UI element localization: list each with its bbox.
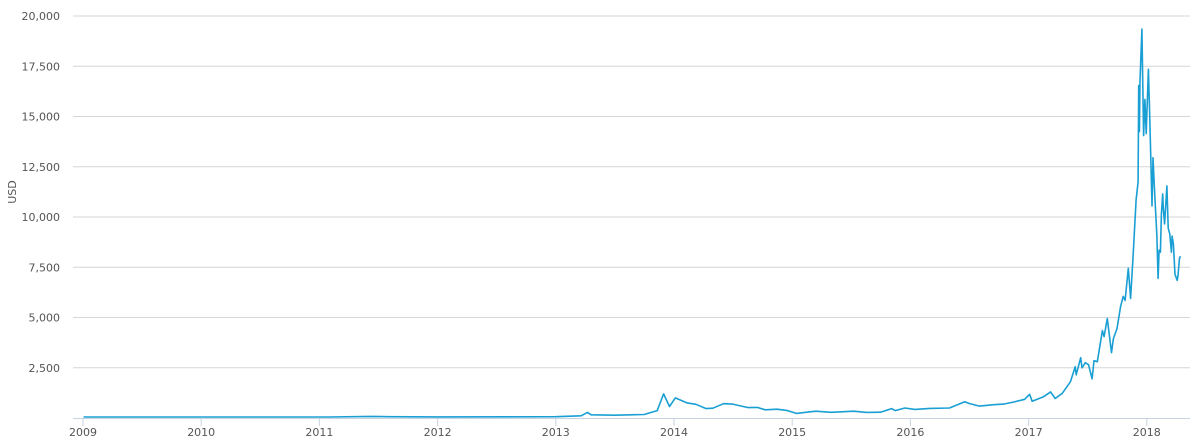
x-tick-label: 2012 [424, 426, 452, 439]
x-tick-label: 2018 [1133, 426, 1161, 439]
x-tick-label: 2010 [187, 426, 215, 439]
y-axis-ticks: 2,500 5,000 7,500 10,000 12,500 15,000 17,500 2… [22, 10, 61, 375]
y-tick-label: 5,000 [29, 312, 61, 325]
x-tick-label: 2017 [1015, 426, 1043, 439]
x-tick-label: 2011 [305, 426, 333, 439]
y-axis-label: USD [6, 180, 19, 204]
y-tick-label: 17,500 [22, 60, 61, 73]
y-tick-label: 2,500 [29, 362, 61, 375]
y-tick-label: 10,000 [22, 211, 61, 224]
x-tick-label: 2015 [778, 426, 806, 439]
y-tick-label: 7,500 [29, 261, 61, 274]
gridlines [73, 15, 1190, 369]
y-tick-label: 20,000 [22, 10, 61, 23]
x-tick-label: 2016 [896, 426, 924, 439]
x-tick-label: 2009 [69, 426, 97, 439]
y-tick-label: 15,000 [22, 111, 61, 124]
price-series-line [83, 28, 1182, 418]
x-tick-label: 2013 [542, 426, 570, 439]
x-tick-label: 2014 [660, 426, 688, 439]
x-axis: 2009 2010 2011 2012 2013 2014 2015 2016 2017 2018 [69, 418, 1190, 439]
y-tick-label: 12,500 [22, 161, 61, 174]
